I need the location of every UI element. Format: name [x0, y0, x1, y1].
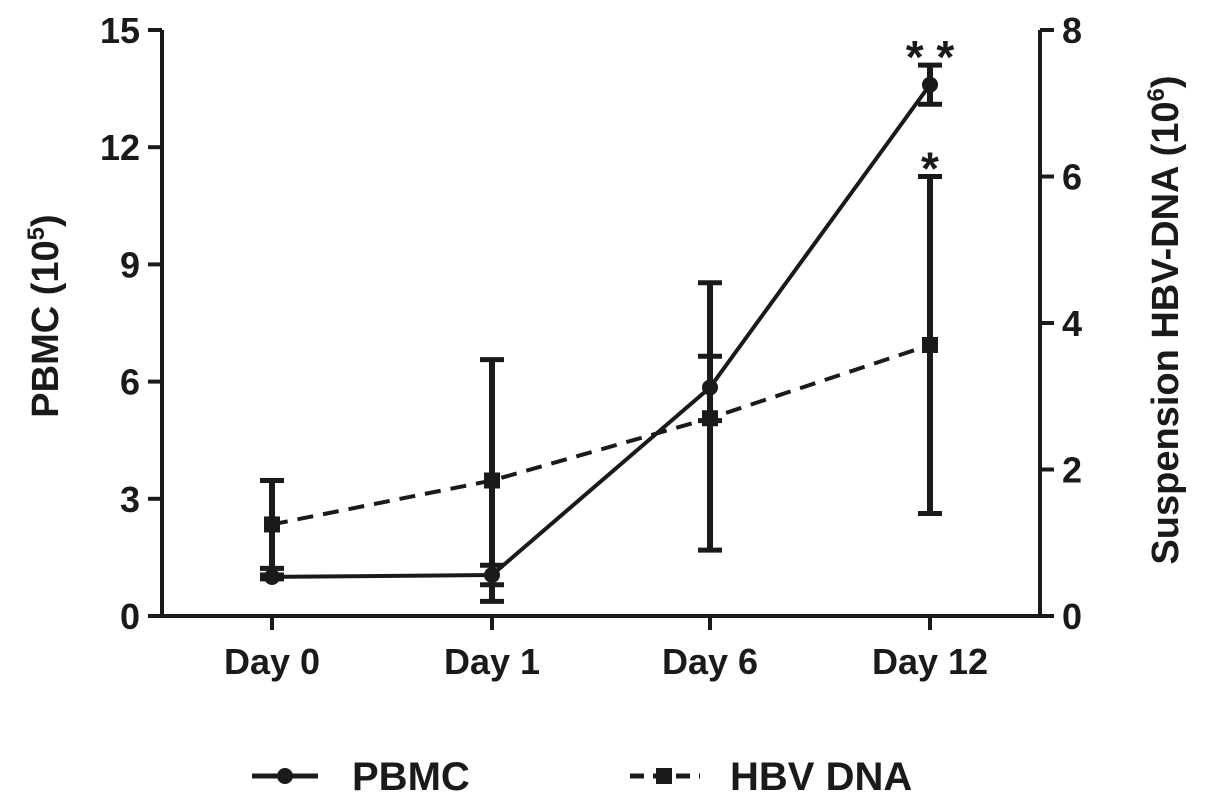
x-tick-label: Day 1: [444, 641, 540, 682]
x-tick-label: Day 0: [224, 641, 320, 682]
legend: PBMC HBV DNA: [252, 755, 912, 799]
data-point-hbv-dna: [922, 336, 938, 353]
y-left-tick-label: 3: [120, 479, 140, 520]
significance-marker: *: [921, 143, 939, 195]
y-right-tick-label: 8: [1062, 10, 1082, 51]
y-left-axis-title: PBMC (105): [23, 214, 67, 417]
significance-marker: * *: [906, 31, 955, 83]
x-tick-label: Day 6: [662, 641, 758, 682]
y-left-tick-label: 6: [120, 362, 140, 403]
data-point-pbmc: [702, 379, 718, 396]
data-point-pbmc: [484, 566, 500, 583]
data-point-hbv-dna: [264, 516, 280, 533]
data-point-hbv-dna: [484, 472, 500, 489]
error-bars: [260, 62, 942, 604]
y-right-axis-title: Suspension HBV-DNA (106): [1143, 75, 1187, 564]
legend-item-pbmc: PBMC: [252, 755, 470, 799]
y-left-tick-label: 0: [120, 596, 140, 637]
data-markers: [264, 76, 938, 585]
series-lines: [271, 83, 932, 579]
legend-hbv-label: HBV DNA: [730, 755, 912, 799]
x-tick-label: Day 12: [872, 641, 988, 682]
legend-hbv-marker: [656, 768, 672, 784]
significance-annotations: * * *: [906, 31, 955, 194]
y-right-tick-label: 0: [1062, 596, 1082, 637]
y-left-tick-label: 9: [120, 244, 140, 285]
y-right-tick-label: 4: [1062, 303, 1082, 344]
legend-item-hbv-dna: HBV DNA: [630, 755, 912, 799]
data-point-hbv-dna: [702, 410, 718, 427]
data-point-pbmc: [264, 568, 280, 585]
y-right-tick-label: 6: [1062, 157, 1082, 198]
legend-pbmc-marker: [277, 768, 293, 784]
y-left-tick-label: 15: [100, 10, 140, 51]
data-point-pbmc: [922, 76, 938, 93]
y-left-tick-label: 12: [100, 127, 140, 168]
series-line-pbmc: [271, 83, 932, 579]
legend-pbmc-label: PBMC: [352, 755, 470, 799]
series-line-hbv-dna: [271, 343, 931, 527]
y-right-tick-label: 2: [1062, 450, 1082, 491]
axes: 0 3 6 9 12 15 0 2 4 6 8 Day 0 Day 1 Day 6 Day 12: [100, 10, 1082, 682]
